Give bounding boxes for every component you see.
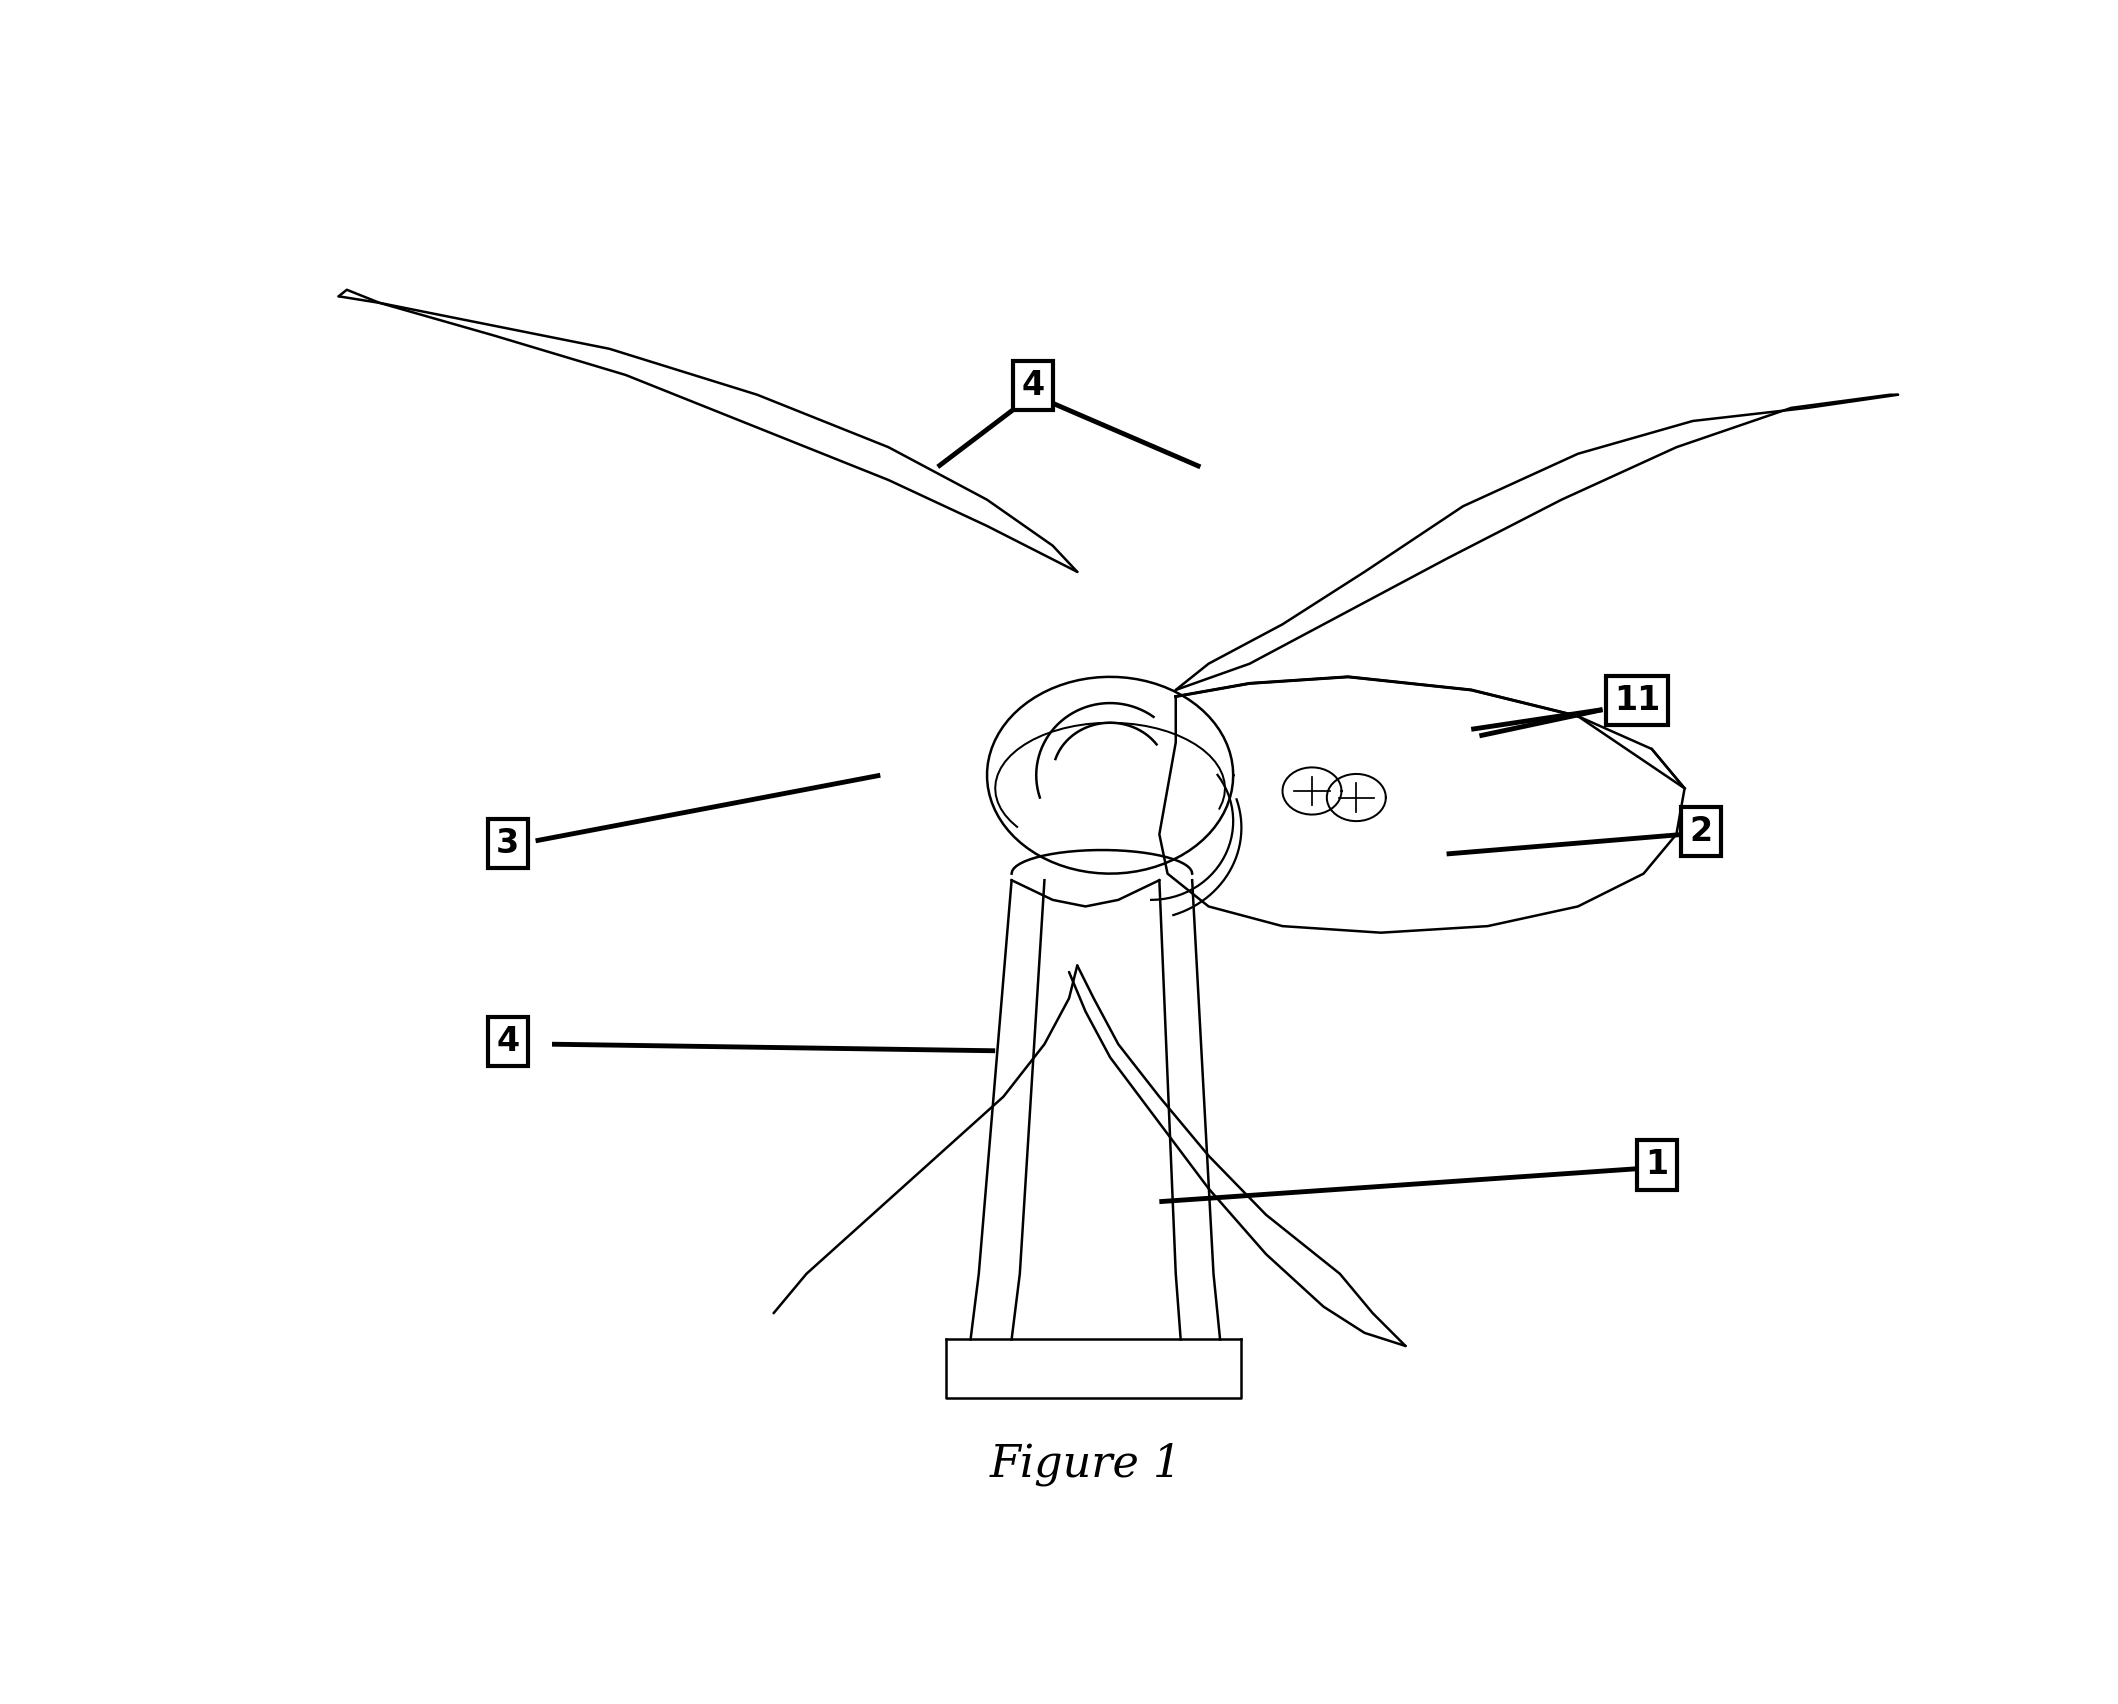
Text: 4: 4 [1021,370,1044,402]
Text: 1: 1 [1646,1148,1669,1181]
Text: Figure 1: Figure 1 [989,1442,1182,1486]
Text: 2: 2 [1690,815,1713,849]
Text: 4: 4 [496,1026,519,1058]
Text: 3: 3 [496,826,519,861]
Text: 11: 11 [1614,683,1661,717]
